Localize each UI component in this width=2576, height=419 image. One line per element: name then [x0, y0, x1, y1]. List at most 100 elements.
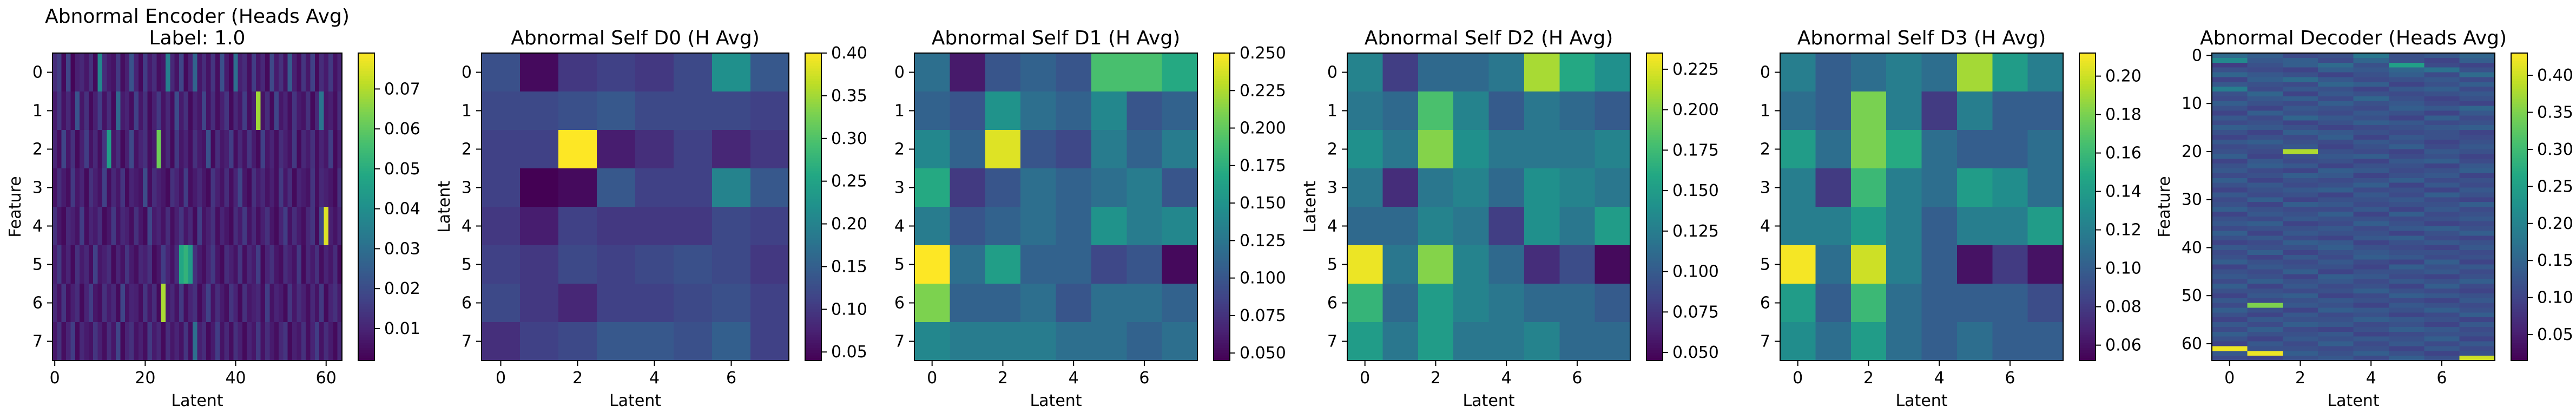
colorbar-segment: [2079, 332, 2096, 336]
heatmap-cell: [2459, 57, 2495, 63]
heatmap-cell: [2459, 77, 2495, 82]
heatmap-cell: [1382, 245, 1419, 284]
heatmap-cell: [985, 284, 1021, 323]
heatmap-cell: [1992, 130, 2028, 169]
heatmap-cell: [2212, 207, 2248, 212]
colorbar-segment: [1214, 61, 1230, 64]
colorbar-tick-label: 0.225: [1672, 60, 1719, 79]
colorbar-segment: [358, 176, 374, 179]
heatmap-cell: [2353, 326, 2389, 332]
heatmap-cell: [274, 322, 279, 361]
heatmap-cell: [2459, 317, 2495, 323]
colorbar-segment: [1646, 173, 1663, 176]
heatmap-cell: [2282, 264, 2318, 270]
heatmap-cell: [1559, 91, 1596, 130]
colorbar-segment: [358, 227, 374, 231]
heatmap-cell: [265, 322, 270, 361]
heatmap-cell: [1347, 207, 1383, 246]
heatmap-cell: [116, 168, 121, 207]
heatmap-cell: [156, 168, 162, 207]
heatmap-cell: [1020, 91, 1057, 130]
heatmap-cell: [174, 91, 180, 130]
colorbar-segment: [358, 250, 374, 253]
heatmap-cell: [2318, 53, 2354, 58]
colorbar-segment: [1646, 204, 1663, 207]
colorbar-segment: [805, 173, 821, 176]
colorbar-segment: [1646, 166, 1663, 169]
colorbar-tick-label: 0.02: [384, 279, 420, 298]
heatmap-cell: [161, 245, 166, 284]
colorbar-segment: [805, 250, 821, 253]
colorbar-tick-label: 0.250: [1240, 44, 1286, 63]
colorbar-segment: [2079, 273, 2096, 277]
heatmap-cell: [2247, 231, 2283, 236]
colorbar-segment: [805, 314, 821, 318]
colorbar-segment: [2511, 319, 2527, 323]
heatmap-cell: [2212, 72, 2248, 77]
colorbar-segment: [1646, 145, 1663, 148]
heatmap-cell: [2424, 264, 2460, 270]
y-tick-label: 0: [894, 63, 905, 82]
colorbar-tick-label: 0.07: [384, 80, 420, 99]
colorbar-segment: [2079, 201, 2096, 205]
heatmap-cell: [224, 91, 229, 130]
heatmap-cell: [337, 53, 342, 92]
heatmap-cell: [314, 322, 320, 361]
colorbar-segment: [2079, 253, 2096, 256]
heatmap-cell: [1886, 53, 1922, 92]
heatmap-cell: [1382, 284, 1419, 323]
heatmap-cell: [297, 245, 302, 284]
heatmap-cell: [2353, 346, 2389, 351]
heatmap-cell: [2388, 317, 2425, 323]
heatmap-cell: [674, 53, 713, 92]
heatmap-cell: [242, 91, 248, 130]
colorbar-segment: [2079, 350, 2096, 353]
heatmap-cell: [482, 322, 521, 361]
heatmap-cell: [2212, 159, 2248, 164]
heatmap-cell: [2424, 87, 2460, 92]
colorbar-segment: [2511, 276, 2527, 279]
heatmap-cell: [174, 322, 180, 361]
colorbar-segment: [2079, 281, 2096, 284]
heatmap-cell: [2459, 279, 2495, 284]
colorbar-segment: [2079, 122, 2096, 126]
heatmap-cell: [1091, 322, 1127, 361]
colorbar-segment: [2511, 217, 2527, 220]
colorbar-segment: [1214, 355, 1230, 358]
colorbar-tick-label: 0.150: [1240, 194, 1286, 213]
heatmap-cell: [2212, 144, 2248, 150]
heatmap-cell: [2353, 331, 2389, 337]
heatmap-cell: [333, 322, 338, 361]
heatmap-cell: [2247, 87, 2283, 92]
colorbar-segment: [2079, 163, 2096, 166]
heatmap-cell: [2388, 72, 2425, 77]
colorbar-segment: [805, 289, 821, 292]
heatmap-cell: [188, 322, 193, 361]
colorbar-segment: [2511, 253, 2527, 256]
heatmap-cell: [2424, 326, 2460, 332]
heatmap-cell: [120, 322, 126, 361]
heatmap-cell: [2388, 250, 2425, 256]
heatmap-cell: [1347, 53, 1383, 92]
heatmap-cell: [2318, 322, 2354, 328]
heatmap-cell: [520, 91, 559, 130]
heatmap-cell: [1559, 322, 1596, 361]
heatmap-cell: [2424, 207, 2460, 212]
heatmap-cell: [2318, 250, 2354, 256]
heatmap-cell: [1886, 130, 1922, 169]
heatmap-cell: [138, 245, 143, 284]
heatmap-cell: [215, 245, 220, 284]
heatmap-cell: [265, 130, 270, 169]
colorbar-segment: [2079, 304, 2096, 307]
heatmap-cell: [165, 168, 170, 207]
heatmap-cell: [97, 91, 103, 130]
colorbar-segment: [358, 350, 374, 353]
heatmap-cell: [147, 322, 153, 361]
heatmap-cell: [66, 322, 71, 361]
colorbar-tick-label: 0.200: [1240, 119, 1286, 138]
heatmap-cell: [238, 168, 243, 207]
heatmap-cell: [179, 322, 185, 361]
colorbar-segment: [2079, 96, 2096, 100]
colorbar-segment: [2511, 265, 2527, 269]
heatmap-cell: [147, 53, 153, 92]
